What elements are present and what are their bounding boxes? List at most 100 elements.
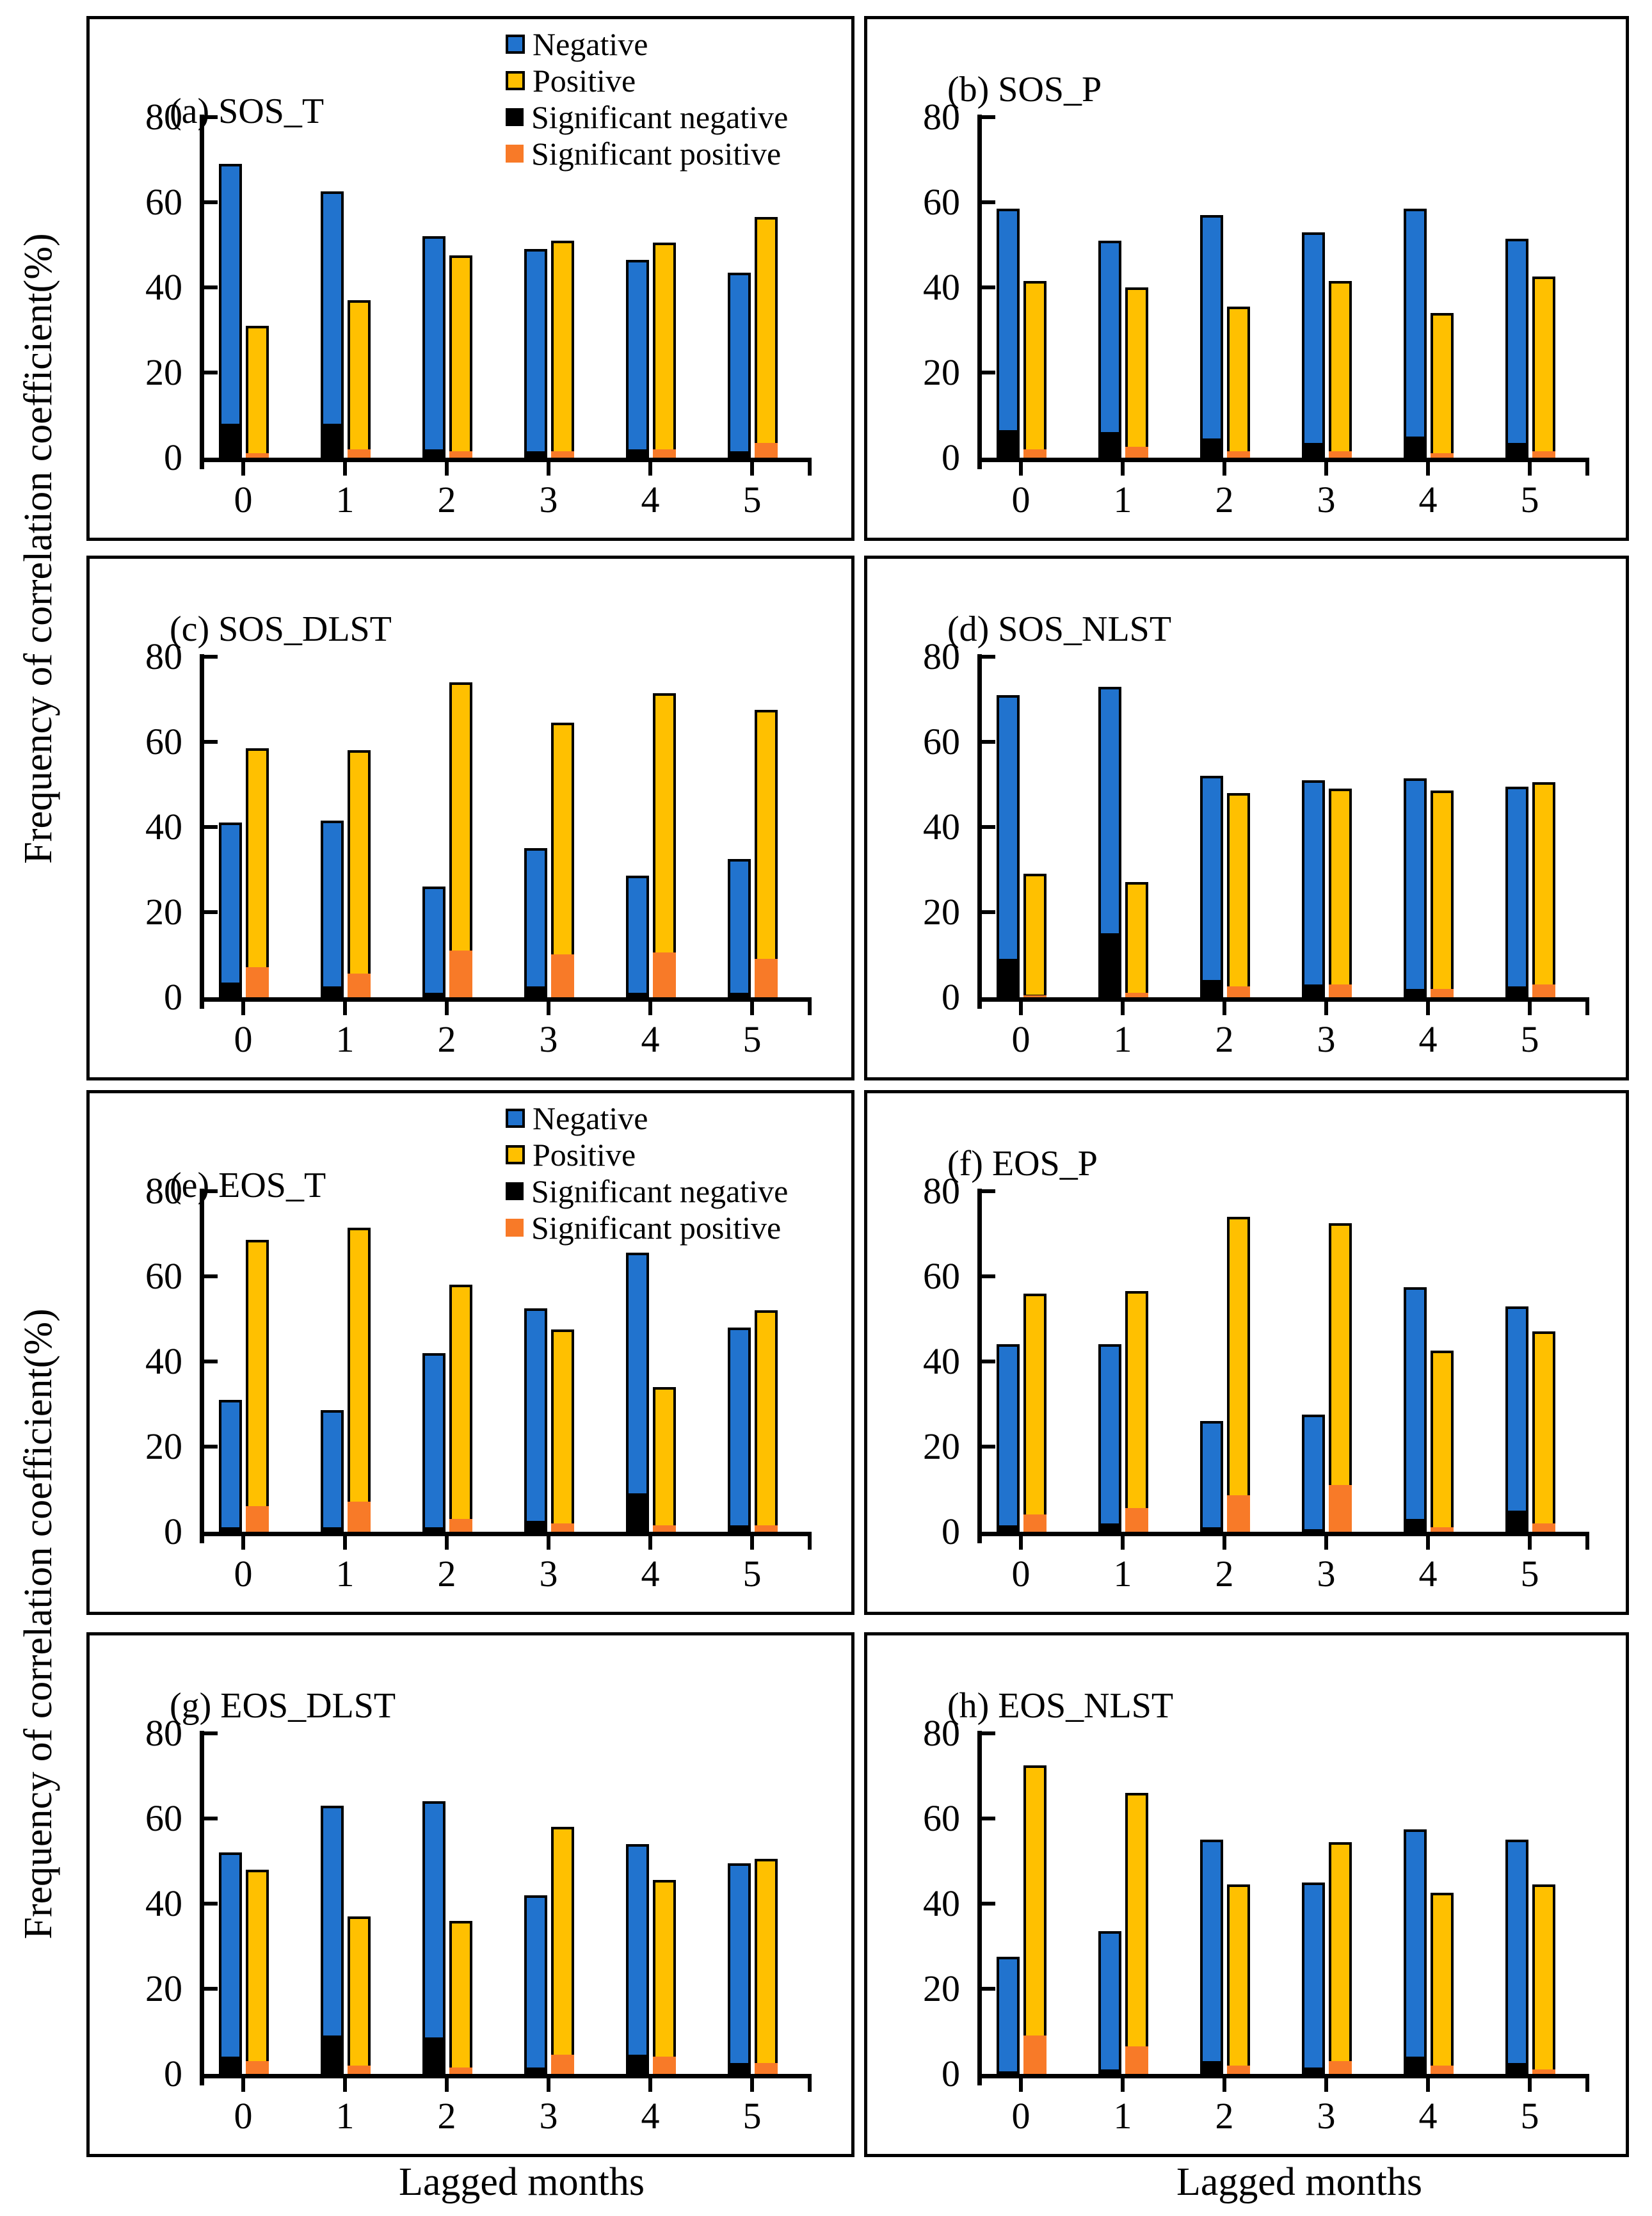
- x-tick: [750, 1536, 754, 1550]
- y-tick-label: 20: [923, 1968, 960, 2009]
- x-axis-end-tick: [808, 1536, 812, 1550]
- bar-positive: [551, 1827, 574, 2074]
- y-tick-label: 40: [923, 1883, 960, 1924]
- y-tick-label: 40: [923, 266, 960, 308]
- bar-significant-negative: [321, 986, 344, 997]
- x-tick-label: 1: [1113, 1018, 1132, 1060]
- bar-positive: [1329, 1223, 1352, 1532]
- bar-significant-positive: [348, 1502, 371, 1532]
- x-tick-label: 1: [1113, 2095, 1132, 2137]
- bar-significant-negative: [422, 449, 445, 458]
- y-tick-label: 60: [145, 181, 182, 223]
- y-tick: [982, 371, 995, 374]
- bar-significant-negative: [1302, 984, 1325, 997]
- y-tick: [204, 825, 218, 829]
- y-axis: [977, 1189, 982, 1543]
- bar-negative: [997, 1344, 1020, 1532]
- bar-positive: [246, 1240, 269, 1532]
- y-tick: [204, 1445, 218, 1449]
- bar-positive: [246, 748, 269, 997]
- bar-significant-negative: [1302, 2067, 1325, 2074]
- y-tick-label: 40: [923, 806, 960, 847]
- panel-e: (e) EOS_T 80 60 40 20 0 0 1 2 3 4 5 Negative Positive…: [86, 1090, 854, 1615]
- bar-negative: [626, 1843, 649, 2074]
- y-tick-label: 60: [923, 721, 960, 762]
- bar-positive: [1532, 1884, 1555, 2074]
- bar-significant-negative: [626, 1493, 649, 1532]
- bar-positive: [1125, 1793, 1148, 2074]
- bar-positive: [449, 1285, 472, 1532]
- bar-significant-negative: [524, 986, 547, 997]
- bar-positive: [653, 693, 676, 997]
- x-tick: [241, 1536, 245, 1550]
- y-tick: [982, 910, 995, 914]
- y-axis: [977, 115, 982, 469]
- x-tick: [750, 2078, 754, 2092]
- x-axis: [200, 1532, 812, 1536]
- bar-significant-positive: [755, 959, 778, 997]
- bar-negative: [1505, 1840, 1528, 2074]
- x-tick: [648, 2078, 652, 2092]
- bar-negative: [728, 1327, 751, 1532]
- bar-significant-negative: [1200, 1527, 1223, 1532]
- x-tick-label: 4: [1418, 1018, 1438, 1060]
- x-tick-label: 5: [742, 1018, 762, 1060]
- bar-negative: [321, 1410, 344, 1532]
- bar-significant-positive: [449, 1519, 472, 1532]
- bar-positive: [449, 682, 472, 997]
- x-axis-end-tick: [808, 462, 812, 476]
- bar-significant-negative: [728, 993, 751, 997]
- bar-significant-negative: [219, 982, 242, 997]
- bar-positive: [653, 1880, 676, 2074]
- y-tick-label: 80: [923, 96, 960, 138]
- x-tick-label: 3: [1317, 2095, 1336, 2137]
- y-tick: [982, 825, 995, 829]
- bar-positive: [1125, 882, 1148, 997]
- y-tick: [982, 1731, 995, 1735]
- bar-significant-positive: [551, 954, 574, 997]
- bar-positive: [1532, 782, 1555, 997]
- x-tick: [1324, 462, 1328, 476]
- panel-title-a: (a) SOS_T: [170, 92, 325, 131]
- legend-item: Positive: [506, 1136, 788, 1173]
- bar-negative: [321, 1806, 344, 2074]
- y-tick-label: 20: [145, 891, 182, 933]
- bar-positive: [551, 1329, 574, 1532]
- x-tick-label: 2: [437, 2095, 456, 2137]
- y-tick-label: 80: [145, 1170, 182, 1212]
- x-tick: [1019, 462, 1023, 476]
- bar-significant-negative: [321, 2035, 344, 2074]
- bar-significant-positive: [1125, 1508, 1148, 1532]
- bar-significant-negative: [997, 2071, 1020, 2074]
- x-tick: [1019, 1536, 1023, 1550]
- x-axis: [977, 458, 1589, 462]
- y-tick: [204, 200, 218, 204]
- bar-positive: [551, 723, 574, 997]
- x-axis-title-right: Lagged months: [1176, 2160, 1422, 2204]
- bar-negative: [728, 1863, 751, 2074]
- bar-significant-positive: [246, 967, 269, 997]
- bar-significant-negative: [997, 959, 1020, 997]
- legend: Negative Positive Significant negative Sign…: [506, 1100, 788, 1246]
- bar-positive: [1329, 281, 1352, 458]
- panel-c: (c) SOS_DLST 80 60 40 20 0 0 1 2 3 4 5: [86, 556, 854, 1080]
- bar-significant-negative: [1505, 2063, 1528, 2074]
- bar-significant-negative: [1098, 1523, 1121, 1532]
- significant-positive-swatch: [506, 1218, 524, 1237]
- bar-significant-positive: [1431, 1527, 1454, 1532]
- bar-significant-positive: [1532, 984, 1555, 997]
- bar-negative: [524, 249, 547, 458]
- y-tick: [982, 200, 995, 204]
- bar-significant-positive: [1532, 2069, 1555, 2074]
- x-tick-label: 5: [742, 479, 762, 520]
- bar-significant-negative: [626, 2055, 649, 2074]
- bar-negative: [1404, 1829, 1427, 2074]
- x-tick: [1223, 1536, 1226, 1550]
- x-tick: [1019, 1002, 1023, 1015]
- bar-significant-positive: [449, 2067, 472, 2074]
- bar-significant-positive: [348, 449, 371, 458]
- bar-negative: [1404, 208, 1427, 458]
- y-tick: [204, 1731, 218, 1735]
- significant-negative-swatch: [506, 1182, 524, 1200]
- x-tick: [1324, 1002, 1328, 1015]
